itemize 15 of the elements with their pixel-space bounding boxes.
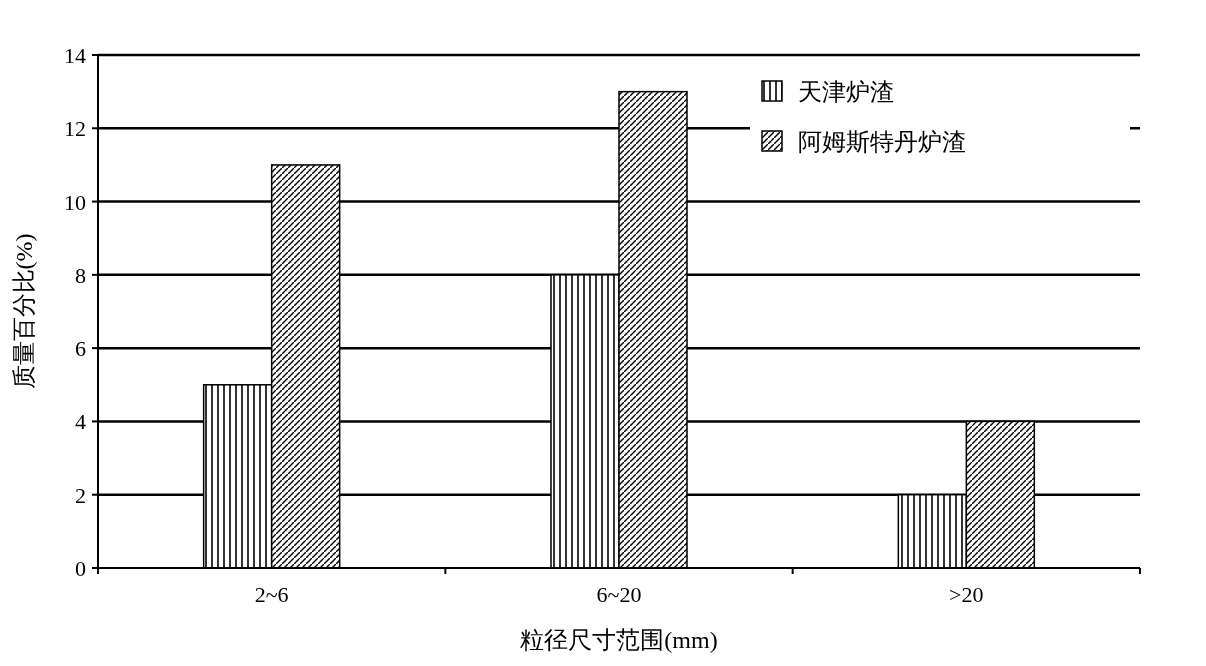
y-tick-label: 6 — [75, 336, 86, 362]
y-tick-label: 0 — [75, 556, 86, 581]
x-tick-label: >20 — [949, 582, 984, 607]
y-tick-label: 8 — [75, 262, 86, 288]
y-tick-label: 14 — [64, 43, 86, 68]
y-tick-label: 4 — [75, 409, 86, 435]
y-axis-title: 质量百分比(%) — [11, 233, 37, 390]
y-tick-label: 12 — [64, 116, 86, 142]
legend-label: 天津炉渣 — [798, 78, 894, 106]
legend-label: 阿姆斯特丹炉渣 — [798, 128, 966, 156]
y-tick-label: 2 — [75, 482, 86, 508]
x-tick-label: 2~6 — [254, 582, 289, 607]
x-axis-title: 粒径尺寸范围(mm) — [520, 627, 718, 653]
y-tick-label: 10 — [64, 189, 86, 215]
x-tick-label: 6~20 — [596, 582, 642, 607]
